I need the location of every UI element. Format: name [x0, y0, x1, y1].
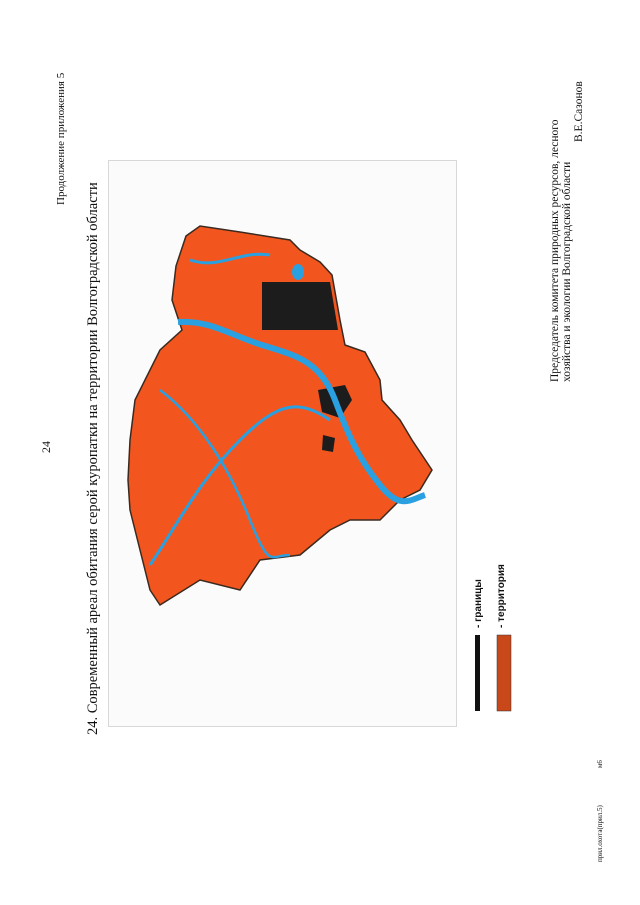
- lake: [292, 264, 304, 280]
- legend-swatch-territory: [496, 634, 512, 712]
- legend-label: - территория: [496, 564, 507, 628]
- signature-line: Председатель комитета природных ресурсов…: [549, 119, 561, 382]
- footer-file: прил.охота(прил.5): [596, 805, 604, 862]
- river: [177, 318, 427, 505]
- region-border-area: [322, 435, 335, 452]
- signature-line: хозяйства и экологии Волгоградской облас…: [561, 161, 573, 382]
- signature-name: В.Е.Сазонов: [573, 81, 585, 142]
- legend-label: - границы: [473, 579, 484, 628]
- footer-code: м6: [596, 760, 604, 768]
- legend-swatch-borders: [475, 635, 480, 711]
- river: [189, 252, 271, 265]
- region-border-area: [262, 282, 338, 330]
- river: [159, 389, 291, 559]
- region-territory: [127, 225, 433, 607]
- river: [148, 405, 331, 566]
